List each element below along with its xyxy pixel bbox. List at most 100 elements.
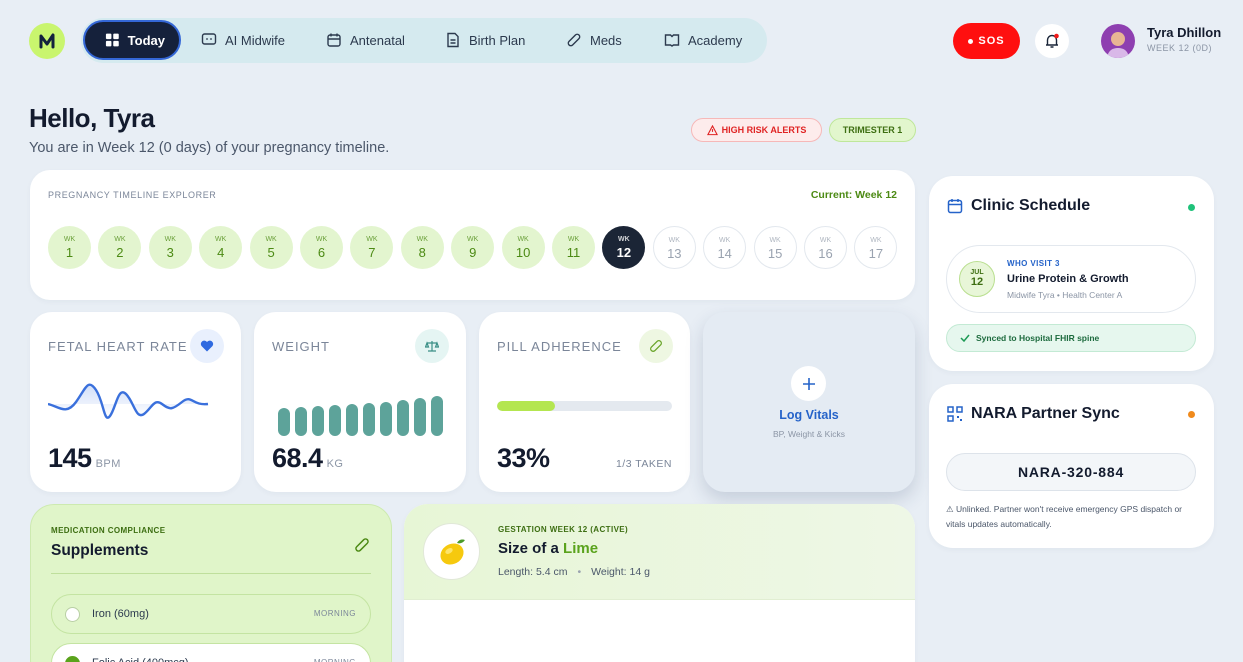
supplements-title: Supplements xyxy=(51,542,149,559)
week-prefix: WK xyxy=(416,236,428,243)
week-chip[interactable]: WK 12 xyxy=(602,226,646,269)
week-number: 10 xyxy=(515,245,531,260)
sync-label: Synced to Hospital FHIR spine xyxy=(976,333,1100,343)
sos-button[interactable]: SOS xyxy=(953,23,1020,59)
month: JUL xyxy=(970,269,984,276)
nav-antenatal[interactable]: Antenatal xyxy=(312,20,419,60)
length: Length: 5.4 cm xyxy=(498,566,568,578)
week-chip[interactable]: WK 5 xyxy=(249,226,293,269)
clinic-card: Clinic Schedule JUL 12 WHO VISIT 3 Urine … xyxy=(929,176,1214,371)
week-chip[interactable]: WK 13 xyxy=(652,226,696,269)
supplement-name: Iron (60mg) xyxy=(92,608,149,620)
week-number: 3 xyxy=(166,245,174,260)
timeline-label: PREGNANCY TIMELINE EXPLORER xyxy=(48,190,217,200)
gestation-stats: Length: 5.4 cm • Weight: 14 g xyxy=(498,566,650,578)
checkbox xyxy=(65,607,80,622)
nav-meds[interactable]: Meds xyxy=(552,20,636,60)
week-chip[interactable]: WK 7 xyxy=(350,226,394,269)
week-chip[interactable]: WK 10 xyxy=(501,226,545,269)
nav-label: Birth Plan xyxy=(469,32,526,48)
week-chip[interactable]: WK 11 xyxy=(552,226,595,269)
clinic-title: Clinic Schedule xyxy=(971,197,1091,214)
week-chip[interactable]: WK 9 xyxy=(451,226,495,269)
fruit-name: Lime xyxy=(563,540,599,557)
log-subtitle: BP, Weight & Kicks xyxy=(773,429,845,439)
nav-label: Today xyxy=(127,32,165,48)
week-number: 15 xyxy=(767,246,783,261)
week-number: 6 xyxy=(317,245,326,260)
week-chip[interactable]: WK 17 xyxy=(854,226,898,269)
week-chip[interactable]: WK 14 xyxy=(703,226,747,269)
appointment[interactable]: JUL 12 WHO VISIT 3 Urine Protein & Growth… xyxy=(946,245,1196,313)
progress-track xyxy=(497,401,672,411)
log-title: Log Vitals xyxy=(779,408,839,422)
value: 145 xyxy=(48,443,92,473)
partner-code[interactable]: NARA-320-884 xyxy=(946,453,1196,491)
week-prefix: WK xyxy=(63,236,76,243)
timeline-current: Current: Week 12 xyxy=(810,189,897,201)
log-vitals-button[interactable]: Log Vitals BP, Weight & Kicks xyxy=(703,312,915,492)
partner-card: NARA Partner Sync NARA-320-884 ⚠ Unlinke… xyxy=(929,384,1214,548)
week-prefix: WK xyxy=(467,236,479,243)
date-badge: JUL 12 xyxy=(959,261,995,297)
week-prefix: WK xyxy=(366,236,378,243)
week-chip[interactable]: WK 1 xyxy=(48,226,91,269)
gestation-card: GESTATION WEEK 12 (ACTIVE) Size of a Lim… xyxy=(404,504,915,662)
week-chip[interactable]: WK 15 xyxy=(753,226,797,269)
value: 68.4 xyxy=(272,443,323,473)
week-number: 13 xyxy=(667,246,682,261)
metric-label: PILL ADHERENCE xyxy=(497,339,622,354)
separator: • xyxy=(577,566,582,578)
nav-ai-midwife[interactable]: AI Midwife xyxy=(187,20,299,60)
checkbox xyxy=(65,656,80,662)
visit-title: Urine Protein & Growth xyxy=(1007,273,1129,285)
supplement-item[interactable]: Folic Acid (400mcg) MORNING xyxy=(51,643,371,662)
week-prefix: WK xyxy=(164,236,176,243)
dot xyxy=(968,38,974,44)
week-prefix: WK xyxy=(215,236,227,243)
avatar[interactable] xyxy=(1101,24,1135,58)
nav-label: Meds xyxy=(590,32,622,48)
notifications[interactable] xyxy=(1035,24,1069,58)
week-number: 17 xyxy=(868,246,884,261)
week-prefix: WK xyxy=(315,236,328,243)
week-chip[interactable]: WK 6 xyxy=(300,226,343,269)
fruit-icon xyxy=(423,523,480,580)
heart-sparkline xyxy=(48,383,209,419)
risk-badge[interactable]: HIGH RISK ALERTS xyxy=(691,118,822,142)
week-number: 1 xyxy=(65,245,74,260)
nav-today[interactable]: Today xyxy=(83,20,181,60)
unit: BPM xyxy=(95,458,121,470)
supplement-time: MORNING xyxy=(313,609,356,618)
unit: KG xyxy=(326,458,344,470)
nav-academy[interactable]: Academy xyxy=(650,20,756,60)
week-prefix: WK xyxy=(114,236,126,243)
calendar-icon xyxy=(947,199,963,214)
plus-icon xyxy=(791,366,826,401)
week-prefix: WK xyxy=(819,237,832,244)
weight-bars xyxy=(278,396,443,436)
trimester-badge: TRIMESTER 1 xyxy=(829,118,916,142)
supplement-item[interactable]: Iron (60mg) MORNING xyxy=(51,594,371,634)
week-chip[interactable]: WK 8 xyxy=(400,226,444,269)
week-number: 4 xyxy=(217,245,225,260)
week-prefix: WK xyxy=(769,237,781,244)
nav-label: Academy xyxy=(688,32,743,48)
week-prefix: WK xyxy=(668,237,680,244)
week-chip[interactable]: WK 2 xyxy=(98,226,142,269)
timeline-card: PREGNANCY TIMELINE EXPLORER Current: Wee… xyxy=(30,170,915,300)
partner-note: ⚠ Unlinked. Partner won't receive emerge… xyxy=(946,504,1183,529)
week-chip[interactable]: WK 3 xyxy=(148,226,192,269)
week-number: 14 xyxy=(717,246,732,261)
logo[interactable] xyxy=(29,23,65,59)
week-number: 9 xyxy=(469,245,477,260)
supplement-time: MORNING xyxy=(314,658,356,662)
week-number: 2 xyxy=(116,245,124,260)
week-chip[interactable]: WK 16 xyxy=(804,226,847,269)
nav-birth-plan[interactable]: Birth Plan xyxy=(431,20,539,60)
title-text: Size of a xyxy=(498,540,559,557)
metric-value: 145 BPM xyxy=(48,443,121,474)
week-prefix: WK xyxy=(870,237,882,244)
week-chip[interactable]: WK 4 xyxy=(199,226,243,269)
link-icon[interactable] xyxy=(354,537,370,553)
